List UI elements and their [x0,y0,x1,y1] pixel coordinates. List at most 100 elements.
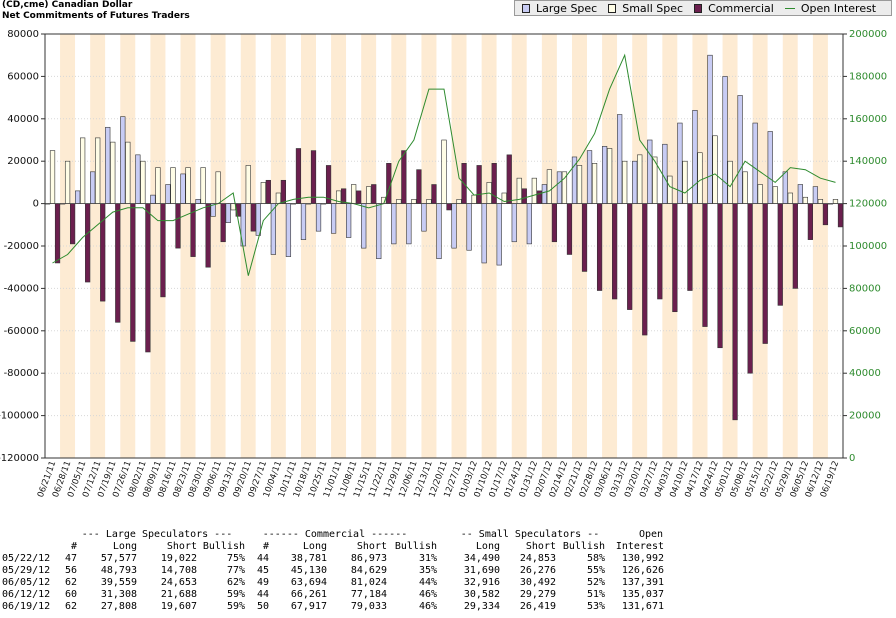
bar-small-spec [64,160,71,204]
bar-commercial [130,203,136,342]
table-group-header: ------ Commercial ------ [262,529,408,540]
bar-small-spec [441,139,447,204]
bar-large-spec [150,194,156,204]
week-band [180,34,196,458]
bar-large-spec [466,203,472,251]
bar-large-spec [692,110,698,204]
right-axis-label: 120000 [849,199,887,210]
right-axis-label: 180000 [849,71,887,82]
bar-large-spec [195,199,201,204]
table-cell: 56 [64,565,77,576]
bar-large-spec [451,203,457,249]
legend-label-large-spec: Large Spec [536,1,598,15]
table-cell: 59% [226,589,245,600]
left-axis-label: -20000 [4,241,39,252]
week-band [255,34,271,458]
bar-small-spec [817,199,824,204]
bar-commercial [85,203,91,283]
bar-small-spec [546,169,553,204]
bar-small-spec [110,141,116,204]
table-row-date: 06/12/12 [2,589,51,600]
table-row-date: 06/19/12 [2,601,51,612]
bar-small-spec [682,160,688,204]
bar-commercial [431,184,437,204]
bar-commercial [551,203,558,243]
table-col-header: Bullish [562,541,605,552]
right-axis-label: 100000 [849,241,887,252]
bar-commercial [642,203,648,336]
table-cell: 24,853 [519,553,556,564]
bar-large-spec [90,171,96,204]
table-group-header: --- Large Speculators --- [81,529,233,540]
bar-small-spec [245,165,251,204]
bar-large-spec [361,203,367,249]
legend-swatch-large-spec [522,3,530,13]
bar-small-spec [712,135,718,204]
bar-commercial [702,203,708,327]
bar-commercial [69,203,76,245]
table-cell: 29,279 [519,589,556,600]
bar-small-spec [591,163,598,204]
bar-small-spec [832,199,839,204]
bar-small-spec [501,192,507,204]
bar-small-spec [260,182,266,204]
table-cell: 52% [586,577,605,588]
bar-commercial [792,203,798,289]
bar-small-spec [366,186,372,204]
left-axis-label: 20000 [7,156,39,167]
table-cell: 60 [64,589,77,600]
bar-small-spec [456,199,462,204]
table-cell: 62% [226,577,245,588]
table-cell: 81,024 [350,577,387,588]
table-cell: 47 [64,553,77,564]
table-cell: 45,130 [290,565,327,576]
bar-large-spec [797,184,803,204]
bar-commercial [837,203,844,228]
bar-commercial [356,190,362,204]
bar-small-spec [742,171,748,204]
bar-large-spec [647,139,653,204]
table-cell: 77% [226,565,245,576]
table-group-header: -- Small Speculators -- [460,529,600,540]
bar-large-spec [346,203,352,238]
table-col-header: Bullish [202,541,245,552]
table-cell: 46% [418,601,437,612]
bar-large-spec [782,171,788,204]
bar-commercial [491,163,497,204]
bar-commercial [265,179,271,204]
right-axis-label: 20000 [849,411,881,422]
bar-small-spec [471,194,477,204]
line-open-interest [52,53,836,276]
table-cell: 39,559 [100,577,137,588]
bar-large-spec [330,203,337,234]
bar-large-spec [225,203,231,223]
week-band [300,34,317,458]
bar-large-spec [812,186,819,204]
bar-commercial [717,203,723,349]
bar-large-spec [165,184,171,204]
bar-commercial [807,203,813,240]
bar-small-spec [95,137,101,204]
left-axis-label: 40000 [7,114,39,125]
bar-small-spec [667,175,673,204]
bar-small-spec [576,165,583,204]
bar-commercial [145,203,151,353]
bar-large-spec [255,203,261,236]
bar-commercial [762,203,768,344]
week-band [812,34,828,458]
bar-large-spec [737,95,743,204]
week-band [60,34,76,458]
bar-small-spec [727,160,733,204]
bar-commercial [521,188,527,204]
week-band [240,34,256,458]
table-cell: 137,391 [621,577,664,588]
bar-small-spec [185,167,191,204]
week-band [165,34,181,458]
bar-large-spec [421,203,427,232]
table-cell: 32,916 [463,577,500,588]
legend-label-commercial: Commercial [708,1,774,15]
bar-small-spec [697,152,703,204]
week-band [316,34,332,458]
table-cell: 63,694 [290,577,327,588]
bar-commercial [280,179,287,204]
